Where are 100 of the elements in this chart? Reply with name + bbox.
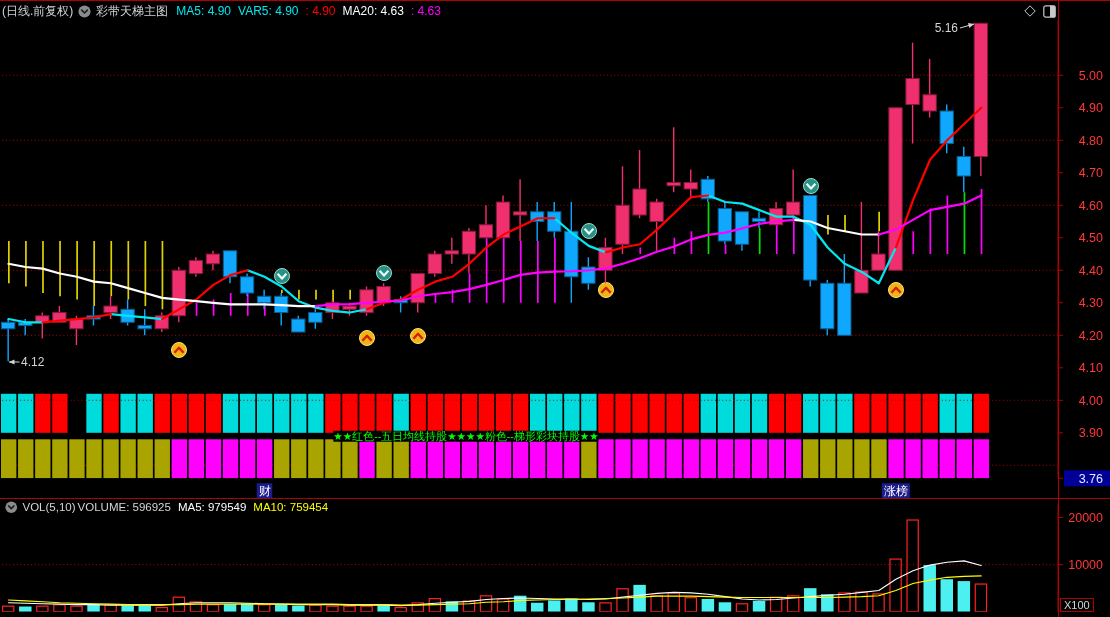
bar [803,393,819,433]
bar [343,605,356,612]
y-axis-title: X100 [1064,598,1090,611]
bar [973,393,990,433]
bar [18,393,34,433]
y-tick-label: 4.60 [1078,198,1104,213]
bar [188,393,205,433]
annotation: 5.16 [934,21,958,35]
bar [717,393,734,433]
y-tick-label: 4.80 [1078,133,1104,148]
bar [274,439,290,479]
text: MA20: 4.63 [342,3,404,20]
bar [939,439,955,479]
bar [973,439,990,479]
bar [18,439,34,479]
bar [222,439,239,479]
bar [137,439,153,479]
bar [35,393,51,433]
annotation: VOLUME: 596925 [77,500,171,515]
bar [820,439,836,479]
bar [393,393,409,433]
bar [650,595,663,612]
candlestick [205,250,221,271]
bar [274,393,290,433]
bar [86,393,102,433]
bar [188,439,205,479]
bar [734,393,751,433]
bar [52,393,68,433]
y-tick-label: 10000 [1068,558,1104,573]
candlestick [137,308,152,336]
bar [939,393,955,433]
candlestick [444,237,460,265]
candlestick [854,201,869,294]
annotation: 4.12 [21,354,45,369]
x-tick-label: 财 [258,484,271,499]
candlestick [922,58,937,119]
bar [889,558,902,612]
annotation: ★★红色--五日均线持股★★★★粉色--梯形彩块持股★★ [333,429,599,442]
text: MA5: 979549 [177,500,247,515]
y-tick-label: 4.00 [1078,393,1104,408]
bar [239,439,256,479]
chart-title: (日线.前复权) [2,3,74,20]
candlestick [512,178,528,242]
text: MA5: 4.90 [176,3,232,20]
bar [785,439,802,479]
bar [957,581,971,612]
bar [239,393,256,433]
bar [581,393,597,433]
y-tick-label: 5.00 [1078,68,1104,83]
y-tick-label: 3.76 [1078,471,1104,486]
y-tick-label: 4.90 [1078,101,1104,116]
bar [701,598,715,612]
bar [803,439,819,479]
bar [616,588,629,612]
candlestick [188,256,204,278]
bar [768,393,785,433]
bar [717,439,734,479]
bar [872,593,885,612]
bar [291,439,307,479]
line-series [7,575,982,606]
bar [171,439,187,479]
bar [548,600,561,612]
bar [1,393,17,433]
bar [768,439,785,479]
bar [667,592,680,612]
bar [786,595,800,612]
bar [103,393,119,433]
bar [666,393,682,433]
bar [838,592,851,612]
text: MA10: 759454 [253,500,329,515]
bar [256,439,273,479]
bar [906,519,919,612]
bar [35,439,51,479]
candlestick [274,292,289,327]
bar [461,439,478,479]
text: : 4.63 [410,3,441,20]
bar [683,439,699,479]
candlestick [649,198,664,252]
bar [1,439,17,479]
bar [751,439,768,479]
bar [256,393,273,433]
bar [205,393,222,433]
bar [291,393,307,433]
bar [956,439,972,479]
bar [308,393,324,433]
bar [923,565,936,612]
bar [120,393,136,433]
bar [855,591,868,612]
bar [820,393,836,433]
y-tick-label: 4.10 [1078,361,1104,376]
bar [205,439,222,479]
candlestick [1,318,16,362]
text: VAR5: 4.90 [238,3,299,20]
chart-subtitle: 彩带天梯主图 [96,3,169,20]
bar [633,584,646,612]
y-tick-label: 4.70 [1078,166,1104,181]
bar [599,602,612,612]
bar [718,602,732,612]
bar [837,393,853,433]
text: : 4.90 [305,3,336,20]
